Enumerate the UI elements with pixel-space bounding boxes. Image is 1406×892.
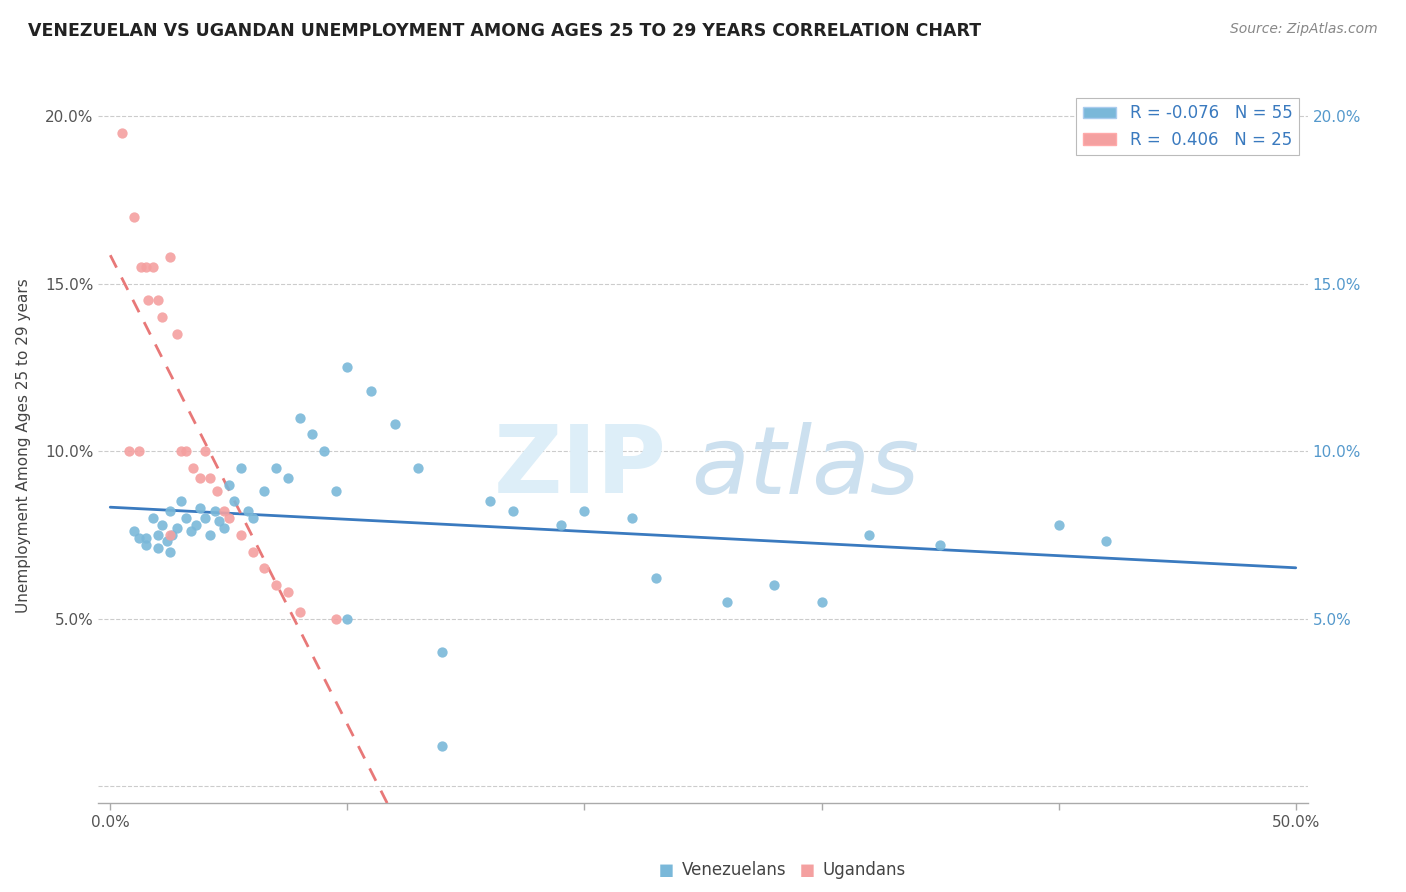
Text: Source: ZipAtlas.com: Source: ZipAtlas.com (1230, 22, 1378, 37)
Point (360, 384, 382, 398)
Point (242, 511, 264, 525)
Point (264, 460, 287, 475)
Text: VENEZUELAN VS UGANDAN UNEMPLOYMENT AMONG AGES 25 TO 29 YEARS CORRELATION CHART: VENEZUELAN VS UGANDAN UNEMPLOYMENT AMONG… (28, 22, 981, 40)
Point (118, 444, 141, 458)
Point (325, 484, 347, 499)
Point (212, 521, 235, 535)
Point (190, 471, 212, 485)
Text: ZIP: ZIP (494, 421, 666, 514)
Text: Venezuelans: Venezuelans (682, 861, 786, 879)
Point (208, 515, 231, 529)
Point (288, 410, 311, 425)
Point (122, 524, 145, 539)
Point (194, 511, 217, 525)
Point (550, 517, 572, 532)
Point (384, 417, 406, 432)
Text: atlas: atlas (690, 422, 920, 513)
Point (644, 571, 666, 585)
Point (190, 500, 212, 515)
Point (253, 561, 276, 575)
Point (166, 521, 188, 535)
Point (277, 471, 299, 485)
Point (159, 504, 181, 518)
Point (212, 504, 235, 518)
Point (620, 511, 643, 525)
Point (184, 517, 207, 532)
Point (135, 538, 157, 552)
Point (264, 578, 287, 592)
Point (218, 511, 240, 525)
Point (301, 427, 323, 442)
Text: ▪: ▪ (658, 858, 675, 881)
Point (929, 538, 952, 552)
Text: ▪: ▪ (799, 858, 815, 881)
Point (136, 293, 159, 308)
Point (1095, 534, 1118, 549)
Point (716, 595, 738, 609)
Point (122, 210, 145, 224)
Point (135, 260, 157, 274)
Point (128, 444, 150, 458)
Point (194, 444, 217, 458)
Point (152, 517, 174, 532)
Point (336, 360, 359, 375)
Point (288, 605, 311, 619)
Point (253, 484, 276, 499)
Point (198, 471, 221, 485)
Point (277, 584, 299, 599)
Point (242, 544, 264, 558)
Point (502, 504, 524, 518)
Point (574, 504, 596, 518)
Point (159, 528, 181, 542)
Point (312, 444, 335, 458)
Point (222, 494, 245, 508)
Point (146, 541, 169, 556)
Point (128, 531, 150, 545)
Point (159, 544, 181, 558)
Point (204, 504, 226, 518)
Point (858, 528, 880, 542)
Point (170, 494, 193, 508)
Point (432, 645, 454, 659)
Point (174, 444, 197, 458)
Point (218, 477, 240, 491)
Point (152, 310, 174, 324)
Point (236, 504, 259, 518)
Point (180, 524, 202, 539)
Point (229, 528, 252, 542)
Point (205, 484, 228, 499)
Text: Ugandans: Ugandans (823, 861, 905, 879)
Point (325, 611, 347, 625)
Point (174, 511, 197, 525)
Point (170, 444, 193, 458)
Point (156, 534, 179, 549)
Point (142, 511, 165, 525)
Point (810, 595, 832, 609)
Y-axis label: Unemployment Among Ages 25 to 29 years: Unemployment Among Ages 25 to 29 years (17, 278, 31, 614)
Point (159, 250, 181, 264)
Point (142, 260, 165, 274)
Point (229, 460, 252, 475)
Legend: R = -0.076   N = 55, R =  0.406   N = 25: R = -0.076 N = 55, R = 0.406 N = 25 (1077, 97, 1299, 155)
Point (763, 578, 786, 592)
Point (166, 326, 188, 341)
Point (408, 460, 430, 475)
Point (146, 293, 169, 308)
Point (1047, 517, 1070, 532)
Point (111, 126, 134, 140)
Point (181, 460, 204, 475)
Point (432, 739, 454, 753)
Point (146, 528, 169, 542)
Point (336, 611, 359, 625)
Point (135, 531, 157, 545)
Point (160, 528, 183, 542)
Point (198, 528, 221, 542)
Point (129, 260, 152, 274)
Point (478, 494, 501, 508)
